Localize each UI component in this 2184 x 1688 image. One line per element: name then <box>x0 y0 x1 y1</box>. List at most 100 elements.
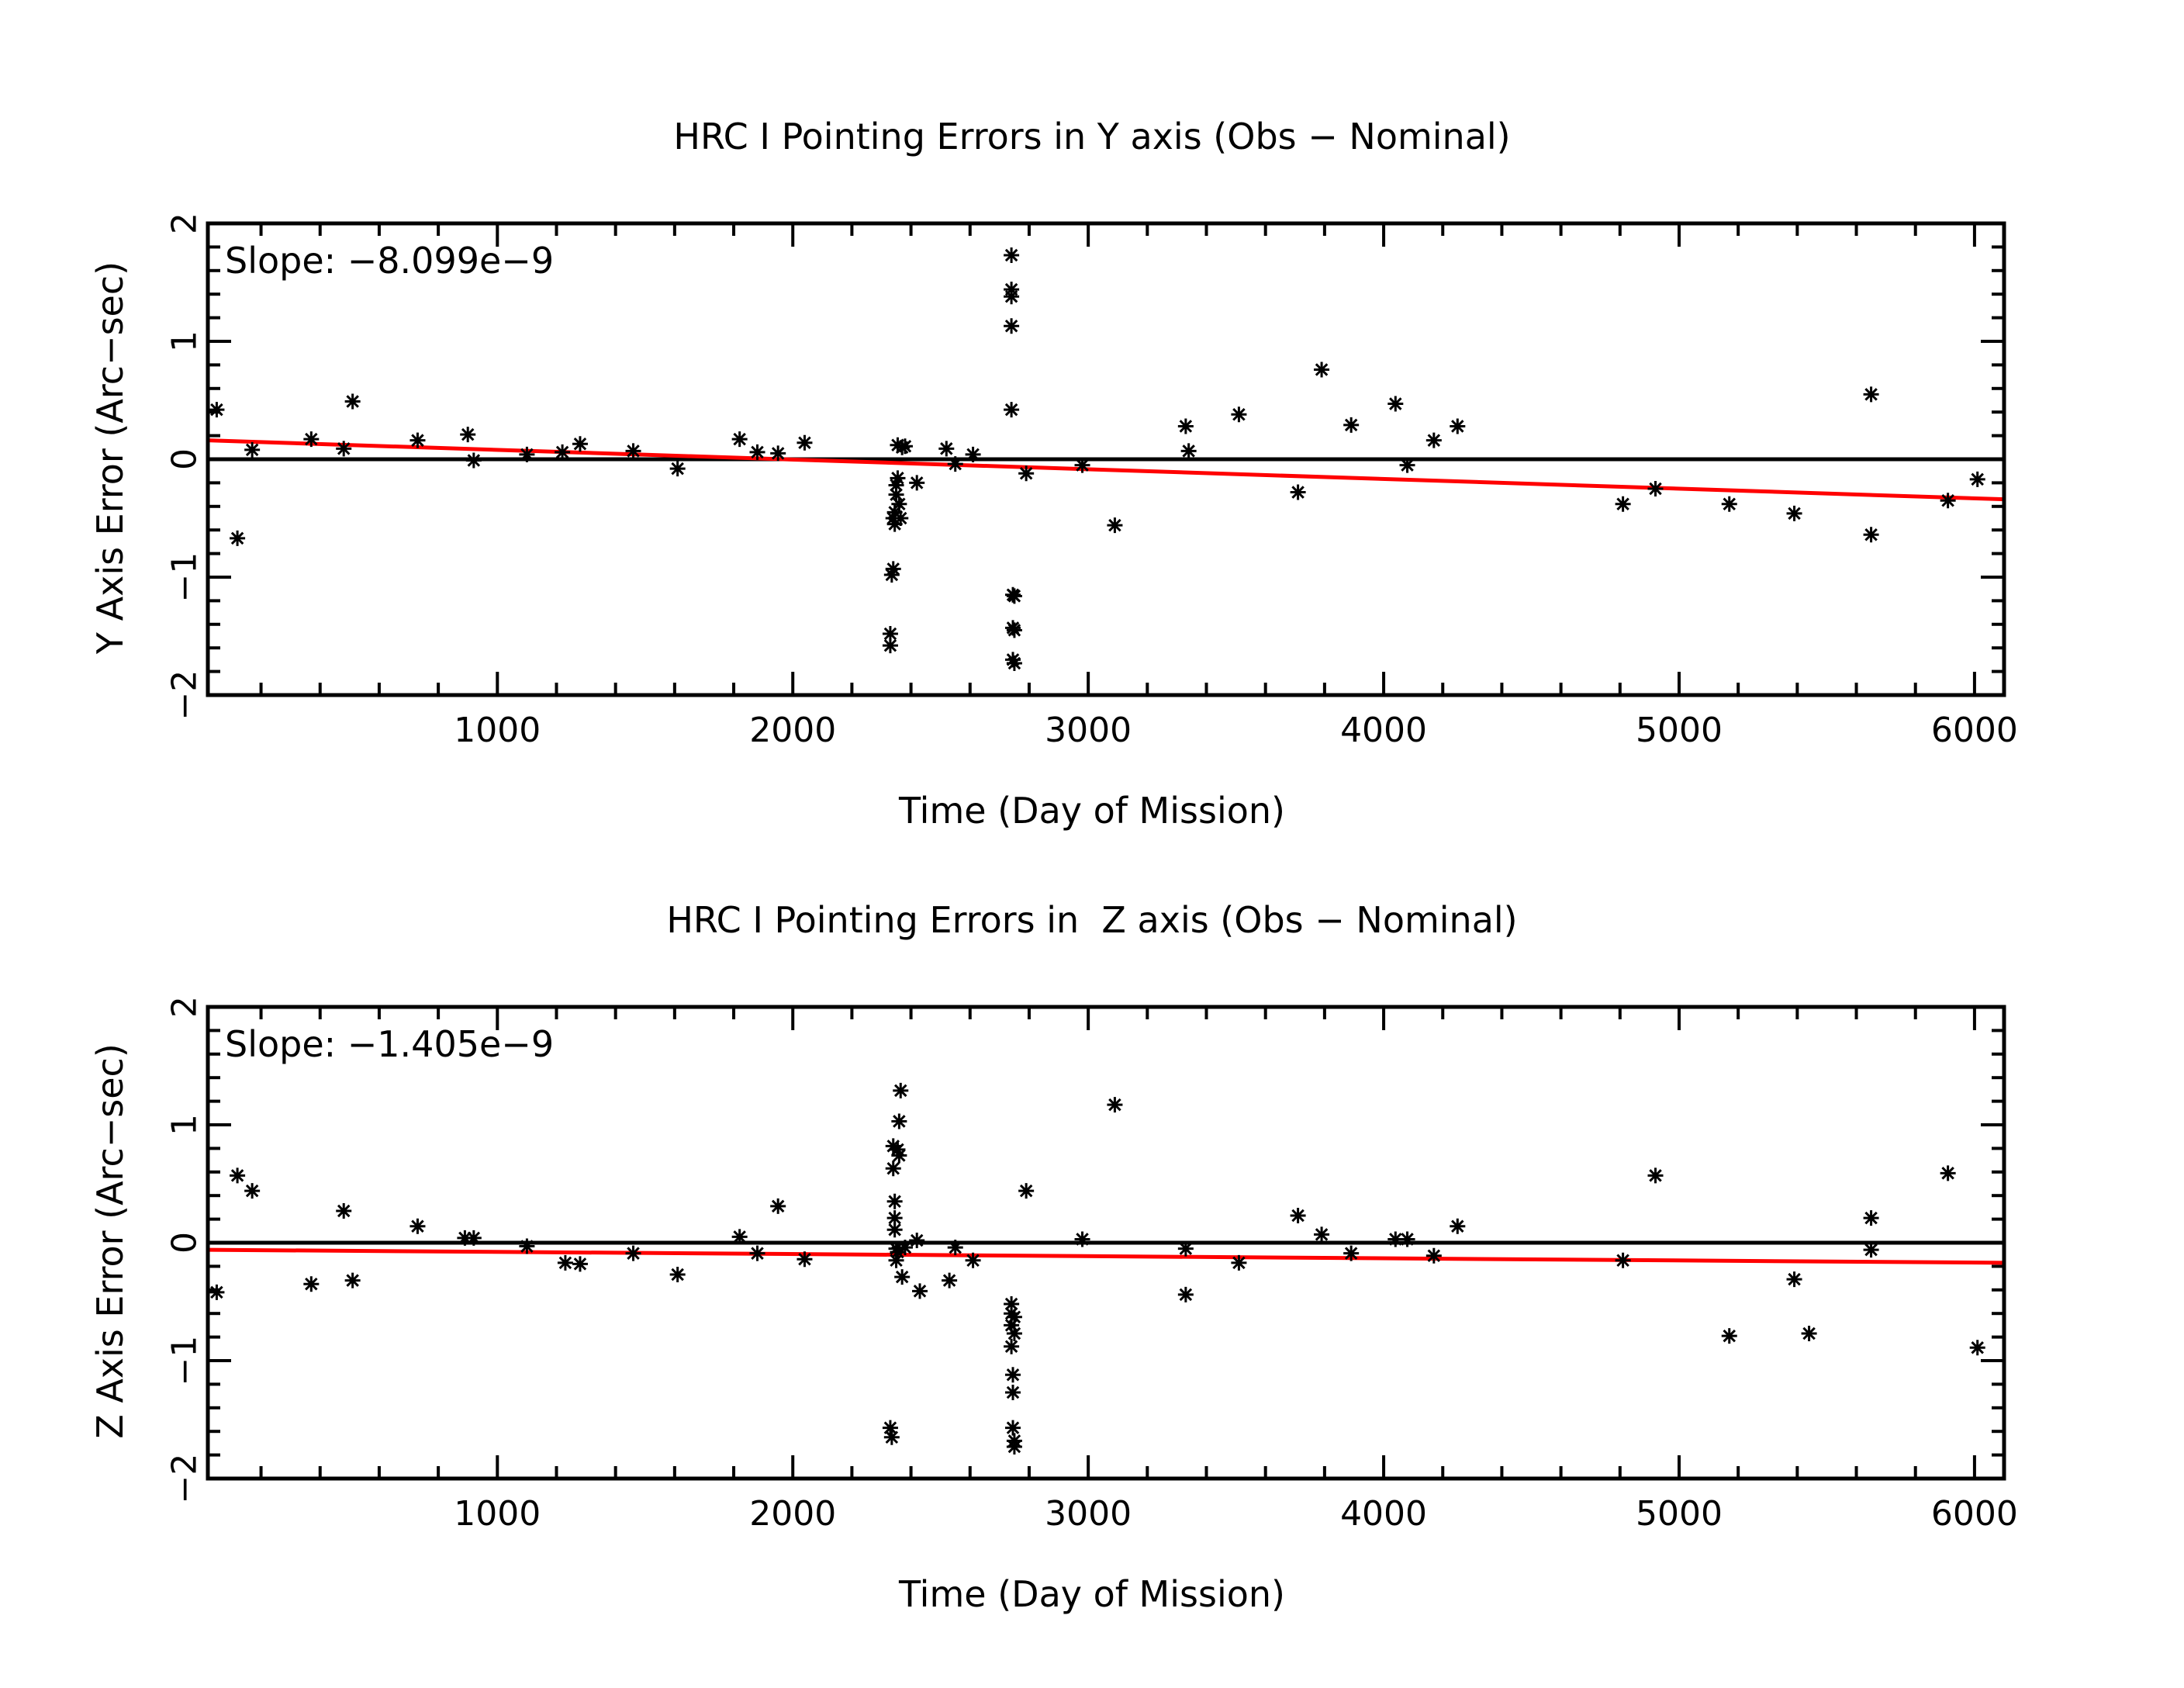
data-point <box>1005 652 1021 668</box>
data-point <box>1290 1208 1306 1224</box>
data-point <box>1399 457 1415 473</box>
data-point <box>909 1232 925 1248</box>
data-point <box>1004 1317 1020 1333</box>
data-point <box>731 1229 748 1245</box>
data-point <box>519 446 535 462</box>
data-point <box>942 1272 958 1288</box>
data-point <box>1387 1231 1404 1247</box>
data-point <box>749 444 765 460</box>
data-point <box>1786 1271 1802 1288</box>
data-point <box>1314 361 1330 378</box>
data-point <box>1005 1367 1021 1383</box>
data-point <box>890 437 906 453</box>
x-axis-label: Time (Day of Mission) <box>898 1573 1285 1615</box>
data-point <box>669 461 686 477</box>
data-point <box>885 1160 901 1177</box>
data-point <box>1969 471 1985 487</box>
trend-fit-line <box>207 438 2005 502</box>
data-point <box>1006 655 1022 671</box>
x-tick-label: 3000 <box>1045 711 1132 750</box>
data-point <box>938 441 955 457</box>
x-tick-label: 4000 <box>1340 711 1427 750</box>
data-point <box>893 510 909 526</box>
data-point <box>1647 481 1664 496</box>
data-point <box>1387 396 1404 412</box>
data-points <box>209 1082 1985 1455</box>
data-point <box>1863 1242 1879 1258</box>
data-point <box>1004 402 1020 418</box>
data-point <box>897 1240 913 1256</box>
data-point <box>885 561 901 577</box>
data-point <box>882 1420 898 1436</box>
data-point <box>1177 1240 1194 1257</box>
data-point <box>669 1267 686 1283</box>
data-point <box>1863 386 1879 403</box>
data-point <box>1018 465 1035 482</box>
y-tick-label: 0 <box>165 1232 205 1254</box>
data-point <box>1399 1231 1415 1247</box>
data-point <box>1863 527 1879 543</box>
data-point <box>209 1284 225 1300</box>
data-point <box>460 427 476 443</box>
data-point <box>888 1240 904 1257</box>
data-points <box>209 247 1985 671</box>
data-point <box>749 1245 765 1261</box>
data-point <box>1969 1340 1985 1356</box>
data-point <box>894 1269 911 1285</box>
data-point <box>891 496 907 512</box>
data-point <box>457 1230 473 1246</box>
tick-labels: 1000 2000 3000 4000 5000 6000 −2 −1 0 1 2 <box>165 213 2018 750</box>
data-point <box>897 438 913 455</box>
data-point <box>893 1082 909 1098</box>
tick-labels: 1000 2000 3000 4000 5000 6000 −2 −1 0 1 2 <box>165 996 2018 1534</box>
data-point <box>1004 318 1020 334</box>
data-point <box>410 1218 426 1234</box>
data-point <box>1004 289 1020 305</box>
data-point <box>797 1251 813 1268</box>
tick-marks <box>208 1005 2004 1480</box>
y-tick-label: −2 <box>165 1454 205 1504</box>
data-point <box>883 1429 900 1445</box>
data-point <box>465 452 482 469</box>
y-tick-label: 1 <box>165 1114 205 1136</box>
data-point <box>1005 1385 1021 1401</box>
data-point <box>1647 1167 1664 1184</box>
y-tick-label: −1 <box>165 552 205 603</box>
data-point <box>1343 417 1360 433</box>
data-point <box>1004 247 1020 264</box>
data-point <box>1177 1286 1194 1302</box>
data-point <box>890 1141 906 1157</box>
x-tick-label: 4000 <box>1340 1494 1427 1534</box>
y-tick-label: 0 <box>165 448 205 470</box>
data-point <box>1107 1097 1123 1113</box>
data-point <box>1615 1252 1631 1268</box>
slope-annotation: Slope: −1.405e−9 <box>225 1023 554 1065</box>
plot-frame <box>206 1005 2006 1481</box>
data-point <box>894 439 911 455</box>
data-point <box>209 402 225 418</box>
data-point <box>557 1254 573 1271</box>
y-tick-label: 2 <box>165 996 205 1018</box>
x-tick-label: 1000 <box>454 711 541 750</box>
data-point <box>947 456 963 472</box>
data-point <box>1074 1231 1090 1247</box>
x-tick-label: 6000 <box>1931 711 2018 750</box>
x-tick-label: 5000 <box>1636 1494 1723 1534</box>
data-point <box>572 436 588 452</box>
data-point <box>230 1167 246 1184</box>
data-point <box>1314 1226 1330 1243</box>
data-point <box>303 1276 320 1292</box>
y-axis-label: Y Axis Error (Arc−sec) <box>89 261 131 655</box>
data-point <box>465 1230 482 1246</box>
data-point <box>886 1222 903 1238</box>
y-tick-label: −1 <box>165 1336 205 1386</box>
data-point <box>1801 1326 1817 1342</box>
data-point <box>1863 1210 1879 1226</box>
y-tick-label: 2 <box>165 213 205 234</box>
x-tick-label: 5000 <box>1636 711 1723 750</box>
data-point <box>1940 493 1956 509</box>
data-point <box>770 445 786 462</box>
data-point <box>1343 1245 1360 1261</box>
data-point <box>230 530 246 546</box>
data-point <box>572 1256 588 1272</box>
